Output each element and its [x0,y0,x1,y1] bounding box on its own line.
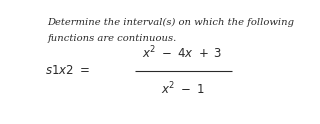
Text: $\mathit{s1x2}\ =$: $\mathit{s1x2}\ =$ [45,64,90,77]
Text: functions are continuous.: functions are continuous. [47,34,177,43]
Text: $x^2\ -\ 1$: $x^2\ -\ 1$ [161,81,204,98]
Text: Determine the interval(s) on which the following: Determine the interval(s) on which the f… [47,18,294,27]
Text: $x^2\ -\ 4x\ +\ 3$: $x^2\ -\ 4x\ +\ 3$ [142,45,223,61]
